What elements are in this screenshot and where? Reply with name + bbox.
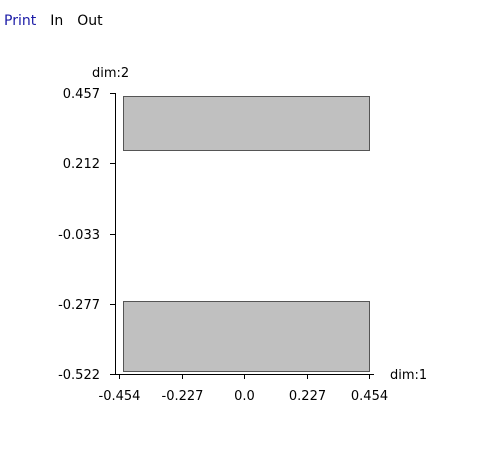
y-axis-title: dim:2 <box>92 66 129 81</box>
zoom-in-button[interactable]: In <box>50 13 64 29</box>
toolbar: Print In Out <box>4 12 117 30</box>
x-tick-label: 0.0 <box>234 389 255 404</box>
x-tick-label: -0.227 <box>162 389 204 404</box>
y-tick-label: -0.522 <box>58 368 100 383</box>
bars-layer <box>123 96 370 372</box>
x-tick-label: -0.454 <box>99 389 141 404</box>
print-button[interactable]: Print <box>4 13 37 29</box>
y-tick-label: 0.212 <box>63 157 100 172</box>
x-ticks-layer: -0.454 -0.227 0.0 0.227 0.454 <box>99 374 388 404</box>
x-tick-label: 0.454 <box>351 389 388 404</box>
bar-2 <box>123 301 370 372</box>
y-tick-label: -0.033 <box>58 228 100 243</box>
y-tick-label: -0.277 <box>58 298 100 313</box>
x-tick-label: 0.227 <box>289 389 326 404</box>
y-ticks-layer: 0.457 0.212 -0.033 -0.277 -0.522 <box>58 87 115 383</box>
zoom-out-button[interactable]: Out <box>77 13 103 29</box>
x-axis-title: dim:1 <box>390 368 427 383</box>
bar-1 <box>123 96 370 151</box>
y-tick-label: 0.457 <box>63 87 100 102</box>
